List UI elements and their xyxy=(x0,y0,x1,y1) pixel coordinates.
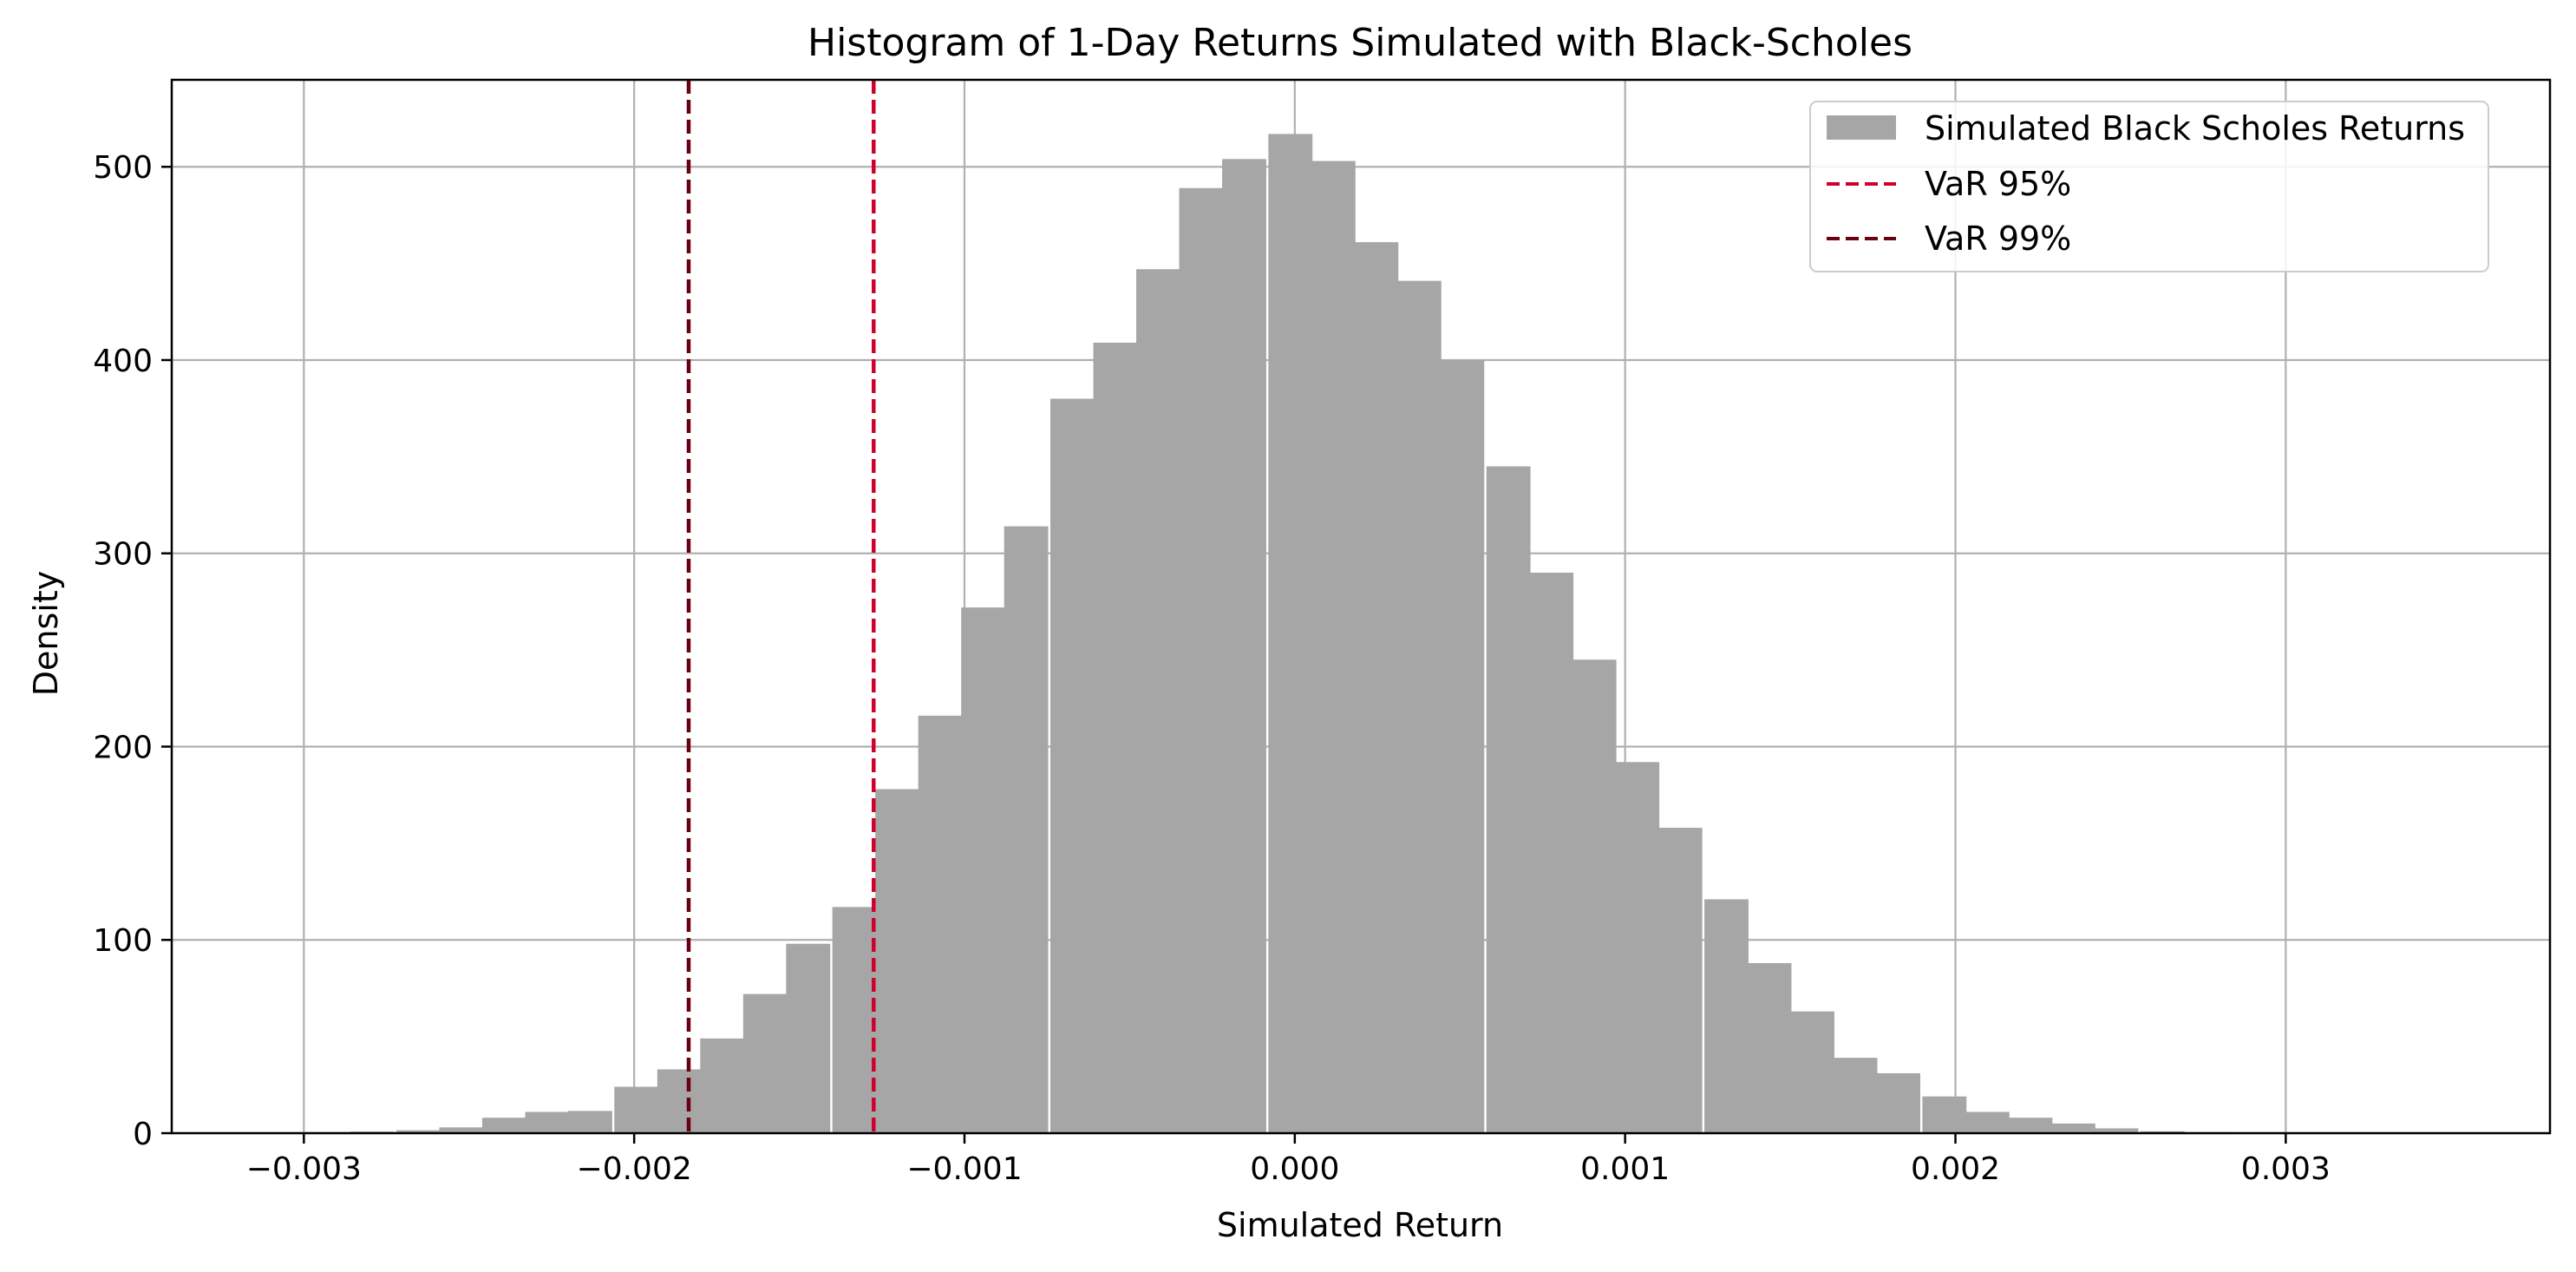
x-tick-label: −0.001 xyxy=(906,1151,1022,1187)
legend-frame xyxy=(1809,101,2489,272)
plot-frame xyxy=(170,78,2552,1135)
histogram-bar xyxy=(1311,161,1356,1134)
x-axis-label: Simulated Return xyxy=(1217,1206,1503,1244)
x-tick-label: 0.002 xyxy=(1911,1151,2000,1187)
y-tick-label: 200 xyxy=(93,730,153,765)
x-axis-ticks: −0.003 −0.002 −0.001 0.000 0.001 0.002 0.003 xyxy=(246,1133,2331,1187)
histogram-bar xyxy=(1093,342,1138,1133)
histogram-bar xyxy=(1486,466,1531,1133)
legend: Simulated Black Scholes Returns VaR 95% … xyxy=(1809,101,2489,272)
histogram-bar xyxy=(742,993,788,1133)
x-tick-label: −0.002 xyxy=(577,1151,692,1187)
histogram-bar xyxy=(832,907,877,1133)
legend-entry-var99: VaR 99% xyxy=(1925,220,2071,258)
histogram-bar xyxy=(396,1130,441,1133)
histogram-bar xyxy=(657,1069,702,1133)
histogram-bar xyxy=(1396,280,1442,1134)
legend-swatch-histogram xyxy=(1827,115,1896,140)
histogram-bar xyxy=(1747,962,1792,1133)
x-tick-label: 0.003 xyxy=(2241,1151,2331,1187)
x-tick-label: −0.003 xyxy=(246,1151,362,1187)
histogram-bar xyxy=(1876,1072,1920,1133)
histogram-bar xyxy=(1179,187,1224,1133)
y-tick-label: 400 xyxy=(93,344,153,379)
histogram-bar xyxy=(525,1111,570,1133)
histogram-bar xyxy=(1704,899,1749,1133)
y-tick-label: 100 xyxy=(93,923,153,959)
histogram-bar xyxy=(1136,269,1180,1133)
histogram-bars xyxy=(221,134,2357,1134)
histogram-bar xyxy=(1615,762,1660,1133)
histogram-bar xyxy=(1050,398,1095,1134)
legend-entry-histogram: Simulated Black Scholes Returns xyxy=(1925,109,2465,148)
histogram-bar xyxy=(1790,1011,1834,1133)
y-tick-label: 300 xyxy=(93,537,153,573)
x-tick-label: 0.001 xyxy=(1580,1151,1670,1187)
histogram-bar xyxy=(439,1127,484,1133)
histogram-bar xyxy=(700,1038,745,1133)
histogram-bar xyxy=(2050,1123,2095,1133)
histogram-bar xyxy=(961,607,1006,1133)
histogram-bar xyxy=(1440,359,1485,1133)
histogram-bar xyxy=(1833,1058,1878,1133)
histogram-bar xyxy=(1004,526,1049,1133)
histogram-bar xyxy=(2008,1118,2053,1133)
var-lines xyxy=(686,80,876,1133)
histogram-bar xyxy=(568,1111,612,1133)
y-axis-ticks: 0 100 200 300 400 500 xyxy=(93,150,172,1152)
histogram-bar xyxy=(1222,159,1266,1133)
y-axis-label: Density xyxy=(27,571,65,696)
histogram-bar xyxy=(1572,659,1617,1133)
histogram-bar xyxy=(2094,1128,2139,1133)
x-tick-label: 0.000 xyxy=(1250,1151,1339,1187)
histogram-bar xyxy=(1268,134,1313,1134)
histogram-bar xyxy=(481,1118,526,1133)
legend-entry-var95: VaR 95% xyxy=(1925,165,2071,203)
histogram-bar xyxy=(614,1086,659,1133)
histogram-bar xyxy=(1922,1096,1967,1133)
histogram-bar xyxy=(1529,573,1574,1133)
histogram-bar xyxy=(1657,828,1703,1133)
histogram-bar xyxy=(786,943,831,1133)
histogram-bar xyxy=(918,715,963,1133)
chart-title: Histogram of 1-Day Returns Simulated wit… xyxy=(807,21,1912,65)
histogram-bar xyxy=(1965,1111,2010,1133)
y-tick-label: 0 xyxy=(133,1117,153,1152)
histogram-bar xyxy=(1354,242,1399,1133)
histogram-bar xyxy=(875,789,920,1133)
y-tick-label: 500 xyxy=(93,150,153,186)
